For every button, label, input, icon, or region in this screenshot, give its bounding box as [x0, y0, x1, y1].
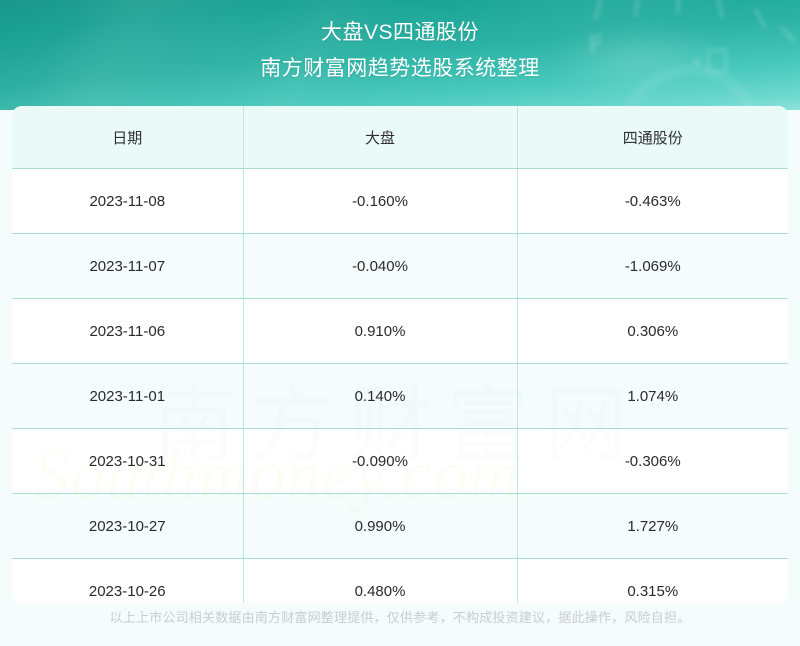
- svg-text:F: F: [588, 30, 604, 58]
- page-banner: F 大盘VS四通股份 南方财富网趋势选股系统整理: [0, 0, 800, 110]
- cell-market: 0.910%: [243, 298, 518, 364]
- table-row: 2023-11-06 0.910% 0.306%: [12, 298, 788, 364]
- cell-stock: 0.315%: [517, 558, 788, 603]
- table-body: 2023-11-08 -0.160% -0.463% 2023-11-07 -0…: [12, 168, 788, 603]
- banner-gauge-glow: [560, 0, 800, 110]
- column-header-stock: 四通股份: [517, 106, 788, 169]
- banner-title-secondary: 南方财富网趋势选股系统整理: [260, 57, 540, 81]
- cell-stock: -1.069%: [517, 233, 788, 299]
- cell-date: 2023-11-07: [12, 233, 244, 299]
- cell-date: 2023-11-08: [12, 168, 244, 234]
- table-header-row: 日期 大盘 四通股份: [12, 106, 788, 169]
- cell-market: -0.090%: [243, 428, 518, 494]
- cell-market: -0.040%: [243, 233, 518, 299]
- disclaimer-text: 以上上市公司相关数据由南方财富网整理提供，仅供参考，不构成投资建议，据此操作，风…: [109, 610, 691, 625]
- cell-stock: 1.074%: [517, 363, 788, 429]
- cell-market: 0.990%: [243, 493, 518, 559]
- cell-stock: -0.463%: [517, 168, 788, 234]
- cell-stock: -0.306%: [517, 428, 788, 494]
- cell-date: 2023-10-26: [12, 558, 244, 603]
- table-row: 2023-11-07 -0.040% -1.069%: [12, 233, 788, 299]
- table-row: 2023-11-01 0.140% 1.074%: [12, 363, 788, 429]
- table-row: 2023-10-27 0.990% 1.727%: [12, 493, 788, 559]
- cell-date: 2023-11-01: [12, 363, 244, 429]
- table-row: 2023-10-31 -0.090% -0.306%: [12, 428, 788, 494]
- data-table-card: 南方财富网 Southmoney.com 日期 大盘 四通股份 2023-11-…: [12, 106, 788, 603]
- cell-date: 2023-10-27: [12, 493, 244, 559]
- column-header-market: 大盘: [243, 106, 518, 169]
- table-header: 日期 大盘 四通股份: [12, 106, 788, 169]
- cell-market: 0.140%: [243, 363, 518, 429]
- table-row: 2023-10-26 0.480% 0.315%: [12, 558, 788, 603]
- banner-texture: [0, 0, 800, 110]
- comparison-table: 日期 大盘 四通股份 2023-11-08 -0.160% -0.463% 20…: [12, 106, 788, 603]
- column-header-date: 日期: [12, 106, 244, 169]
- cell-stock: 0.306%: [517, 298, 788, 364]
- banner-title-group: 大盘VS四通股份 南方财富网趋势选股系统整理: [0, 18, 800, 85]
- cell-date: 2023-10-31: [12, 428, 244, 494]
- table-row: 2023-11-08 -0.160% -0.463%: [12, 168, 788, 234]
- banner-title-primary: 大盘VS四通股份: [320, 21, 479, 44]
- fuel-gauge-icon: F: [588, 0, 796, 74]
- cell-market: 0.480%: [243, 558, 518, 603]
- cell-market: -0.160%: [243, 168, 518, 234]
- cell-stock: 1.727%: [517, 493, 788, 559]
- cell-date: 2023-11-06: [12, 298, 244, 364]
